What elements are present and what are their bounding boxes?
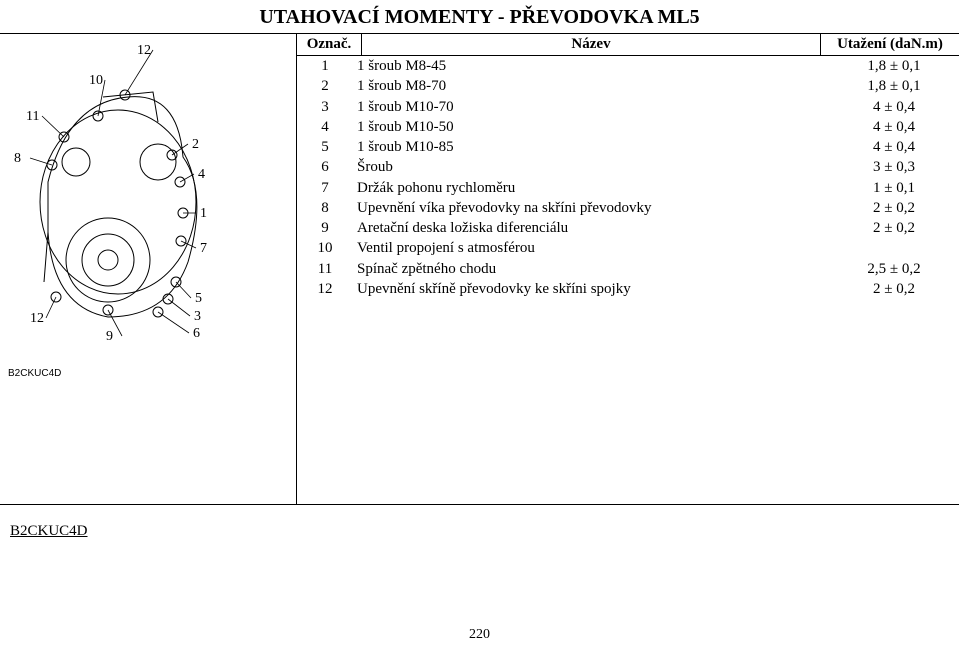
gearbox-diagram: 12 10 11 8 2 4 1 7 5 3 6 9 12 (8, 42, 268, 372)
row-name: 1 šroub M8-45 (353, 56, 829, 76)
table-row: 9Aretační deska ložiska diferenciálu2 ± … (297, 218, 959, 238)
table-row: 12Upevnění skříně převodovky ke skříni s… (297, 279, 959, 299)
row-num: 6 (297, 157, 353, 177)
table-row: 8Upevnění víka převodovky na skříni přev… (297, 198, 959, 218)
page-title: UTAHOVACÍ MOMENTY - PŘEVODOVKA ML5 (0, 0, 959, 33)
callout-label: 6 (193, 326, 200, 341)
row-name: Upevnění víka převodovky na skříni převo… (353, 198, 829, 218)
row-name: Spínač zpětného chodu (353, 259, 829, 279)
table-row: 6Šroub3 ± 0,3 (297, 157, 959, 177)
table-row: 7Držák pohonu rychloměru1 ± 0,1 (297, 178, 959, 198)
callout-label: 5 (195, 291, 202, 306)
row-num: 3 (297, 97, 353, 117)
row-torque: 3 ± 0,3 (829, 157, 959, 177)
table-row: 11 šroub M8-451,8 ± 0,1 (297, 56, 959, 76)
table-row: 21 šroub M8-701,8 ± 0,1 (297, 76, 959, 96)
row-torque: 1,8 ± 0,1 (829, 76, 959, 96)
table-row: 51 šroub M10-854 ± 0,4 (297, 137, 959, 157)
row-torque: 2 ± 0,2 (829, 198, 959, 218)
row-num: 9 (297, 218, 353, 238)
diagram-panel: 12 10 11 8 2 4 1 7 5 3 6 9 12 B2CKUC4D (0, 34, 297, 504)
diagram-code-large: B2CKUC4D (0, 505, 959, 558)
row-torque: 4 ± 0,4 (829, 137, 959, 157)
callout-label: 11 (26, 109, 39, 124)
header-col-num: Označ. (297, 34, 362, 55)
row-num: 4 (297, 117, 353, 137)
row-name: Ventil propojení s atmosférou (353, 238, 829, 258)
row-torque: 1 ± 0,1 (829, 178, 959, 198)
table-row: 11Spínač zpětného chodu2,5 ± 0,2 (297, 259, 959, 279)
diagram-code-small: B2CKUC4D (8, 368, 288, 379)
row-num: 12 (297, 279, 353, 299)
row-name: Šroub (353, 157, 829, 177)
row-name: 1 šroub M10-50 (353, 117, 829, 137)
table-row: 31 šroub M10-704 ± 0,4 (297, 97, 959, 117)
row-num: 5 (297, 137, 353, 157)
page-number: 220 (0, 627, 959, 643)
row-num: 2 (297, 76, 353, 96)
header-col-name: Název (362, 34, 821, 55)
callout-label: 10 (89, 73, 103, 88)
row-torque: 4 ± 0,4 (829, 117, 959, 137)
row-name: 1 šroub M8-70 (353, 76, 829, 96)
table-row: 41 šroub M10-504 ± 0,4 (297, 117, 959, 137)
header-col-torque: Utažení (daN.m) (821, 34, 959, 55)
row-num: 7 (297, 178, 353, 198)
callout-label: 8 (14, 151, 21, 166)
row-name: 1 šroub M10-85 (353, 137, 829, 157)
table-header: Označ. Název Utažení (daN.m) (297, 34, 959, 56)
callout-label: 12 (137, 43, 151, 58)
callout-label: 12 (30, 311, 44, 326)
callout-label: 4 (198, 167, 205, 182)
callout-label: 7 (200, 241, 207, 256)
table-row: 10Ventil propojení s atmosférou (297, 238, 959, 258)
callout-label: 9 (106, 329, 113, 344)
torque-table: Označ. Název Utažení (daN.m) 11 šroub M8… (297, 34, 959, 504)
row-torque: 2,5 ± 0,2 (829, 259, 959, 279)
row-num: 10 (297, 238, 353, 258)
content-area: 12101182417536912 B2CKUC4D Označ. Název … (0, 33, 959, 505)
callout-label: 1 (200, 206, 207, 221)
row-name: Upevnění skříně převodovky ke skříni spo… (353, 279, 829, 299)
row-name: 1 šroub M10-70 (353, 97, 829, 117)
row-torque: 1,8 ± 0,1 (829, 56, 959, 76)
row-num: 1 (297, 56, 353, 76)
callout-label: 2 (192, 137, 199, 152)
row-torque (829, 238, 959, 258)
row-torque: 4 ± 0,4 (829, 97, 959, 117)
row-num: 8 (297, 198, 353, 218)
row-name: Držák pohonu rychloměru (353, 178, 829, 198)
row-torque: 2 ± 0,2 (829, 218, 959, 238)
callout-label: 3 (194, 309, 201, 324)
row-torque: 2 ± 0,2 (829, 279, 959, 299)
row-num: 11 (297, 259, 353, 279)
row-name: Aretační deska ložiska diferenciálu (353, 218, 829, 238)
